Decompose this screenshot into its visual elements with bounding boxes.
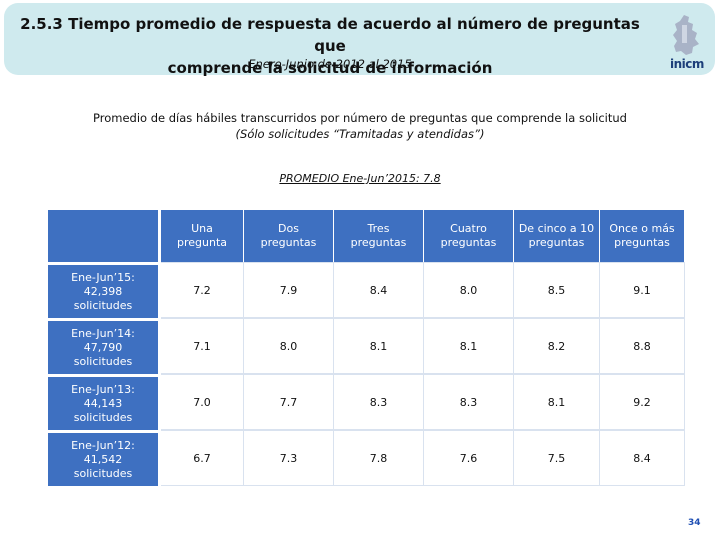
logo-text: inicm: [670, 57, 704, 71]
column-header-line: preguntas: [350, 236, 407, 249]
description-line-1: Promedio de días hábiles transcurridos p…: [93, 111, 627, 125]
table-cell: 8.3: [424, 374, 514, 430]
column-header-line: preguntas: [440, 236, 497, 249]
table-cell: 7.5: [514, 430, 600, 486]
column-header: Cuatro preguntas: [424, 210, 514, 262]
table-cell: 8.3: [334, 374, 424, 430]
table-cell: 8.1: [514, 374, 600, 430]
table-cell: 7.2: [161, 262, 244, 318]
column-header-line: preguntas: [260, 236, 317, 249]
page-title-line-1: 2.5.3 Tiempo promedio de respuesta de ac…: [20, 15, 640, 55]
table-row: Ene-Jun’12: 41,542 solicitudes 6.7 7.3 7…: [48, 430, 685, 486]
row-header: Ene-Jun’12: 41,542 solicitudes: [48, 430, 161, 486]
column-header-line: Dos: [278, 222, 299, 235]
column-header-line: preguntas: [614, 236, 670, 249]
column-header-line: Tres: [367, 222, 390, 235]
column-header: Tres preguntas: [334, 210, 424, 262]
row-header-line: 44,143: [83, 396, 123, 410]
column-header: Once o más preguntas: [600, 210, 685, 262]
row-header-line: Ene-Jun’12:: [71, 438, 135, 452]
table-cell: 8.5: [514, 262, 600, 318]
table-cell: 8.8: [600, 318, 685, 374]
row-header: Ene-Jun’14: 47,790 solicitudes: [48, 318, 161, 374]
column-header: Una pregunta: [161, 210, 244, 262]
table-cell: 7.0: [161, 374, 244, 430]
table-cell: 7.3: [244, 430, 334, 486]
column-header-line: pregunta: [176, 236, 227, 249]
table-row: Ene-Jun’13: 44,143 solicitudes 7.0 7.7 8…: [48, 374, 685, 430]
map-silhouette-icon: [673, 15, 699, 55]
column-header-line: Cuatro: [450, 222, 487, 235]
table-cell: 8.2: [514, 318, 600, 374]
description-line-2: (Sólo solicitudes “Tramitadas y atendida…: [235, 127, 485, 141]
table-cell: 7.1: [161, 318, 244, 374]
table-corner-cell: [48, 210, 161, 262]
row-header: Ene-Jun’15: 42,398 solicitudes: [48, 262, 161, 318]
table-cell: 7.8: [334, 430, 424, 486]
table-cell: 8.0: [424, 262, 514, 318]
table-cell: 8.0: [244, 318, 334, 374]
table-cell: 6.7: [161, 430, 244, 486]
inicm-logo: inicm: [662, 13, 710, 75]
promedio-label: PROMEDIO Ene-Jun’2015: 7.8: [279, 172, 441, 185]
column-header-line: Once o más: [609, 222, 675, 235]
row-header-line: solicitudes: [73, 410, 133, 424]
table-cell: 7.7: [244, 374, 334, 430]
period-subtitle: Enero-Junio de 2012 al 2015: [248, 57, 412, 71]
table-header-row: Una pregunta Dos preguntas Tres pregunta…: [48, 210, 685, 262]
page-title: 2.5.3 Tiempo promedio de respuesta de ac…: [20, 13, 640, 79]
row-header-line: 41,542: [83, 452, 123, 466]
column-header: Dos preguntas: [244, 210, 334, 262]
table-cell: 8.1: [334, 318, 424, 374]
table-cell: 9.1: [600, 262, 685, 318]
column-header-line: Una: [191, 222, 213, 235]
page-number: 34: [688, 518, 701, 528]
table-cell: 8.1: [424, 318, 514, 374]
table-cell: 7.9: [244, 262, 334, 318]
row-header-line: Ene-Jun’14:: [71, 326, 135, 340]
row-header-line: Ene-Jun’13:: [71, 382, 135, 396]
row-header-line: solicitudes: [73, 298, 133, 312]
row-header: Ene-Jun’13: 44,143 solicitudes: [48, 374, 161, 430]
row-header-line: 47,790: [83, 340, 123, 354]
row-header-line: solicitudes: [73, 466, 133, 480]
row-header-line: Ene-Jun’15:: [71, 270, 135, 284]
table-cell: 8.4: [600, 430, 685, 486]
table-row: Ene-Jun’15: 42,398 solicitudes 7.2 7.9 8…: [48, 262, 685, 318]
response-time-table: Una pregunta Dos preguntas Tres pregunta…: [48, 210, 685, 486]
table-row: Ene-Jun’14: 47,790 solicitudes 7.1 8.0 8…: [48, 318, 685, 374]
row-header-line: solicitudes: [73, 354, 133, 368]
table-description: Promedio de días hábiles transcurridos p…: [0, 110, 720, 142]
column-header-line: De cinco a 10: [518, 222, 595, 235]
column-header-line: preguntas: [528, 236, 585, 249]
title-banner: 2.5.3 Tiempo promedio de respuesta de ac…: [4, 3, 715, 77]
table-cell: 8.4: [334, 262, 424, 318]
table-cell: 7.6: [424, 430, 514, 486]
page-title-line-2: comprende la solicitud de información: [167, 59, 493, 77]
column-header: De cinco a 10 preguntas: [514, 210, 600, 262]
row-header-line: 42,398: [83, 284, 123, 298]
table-cell: 9.2: [600, 374, 685, 430]
